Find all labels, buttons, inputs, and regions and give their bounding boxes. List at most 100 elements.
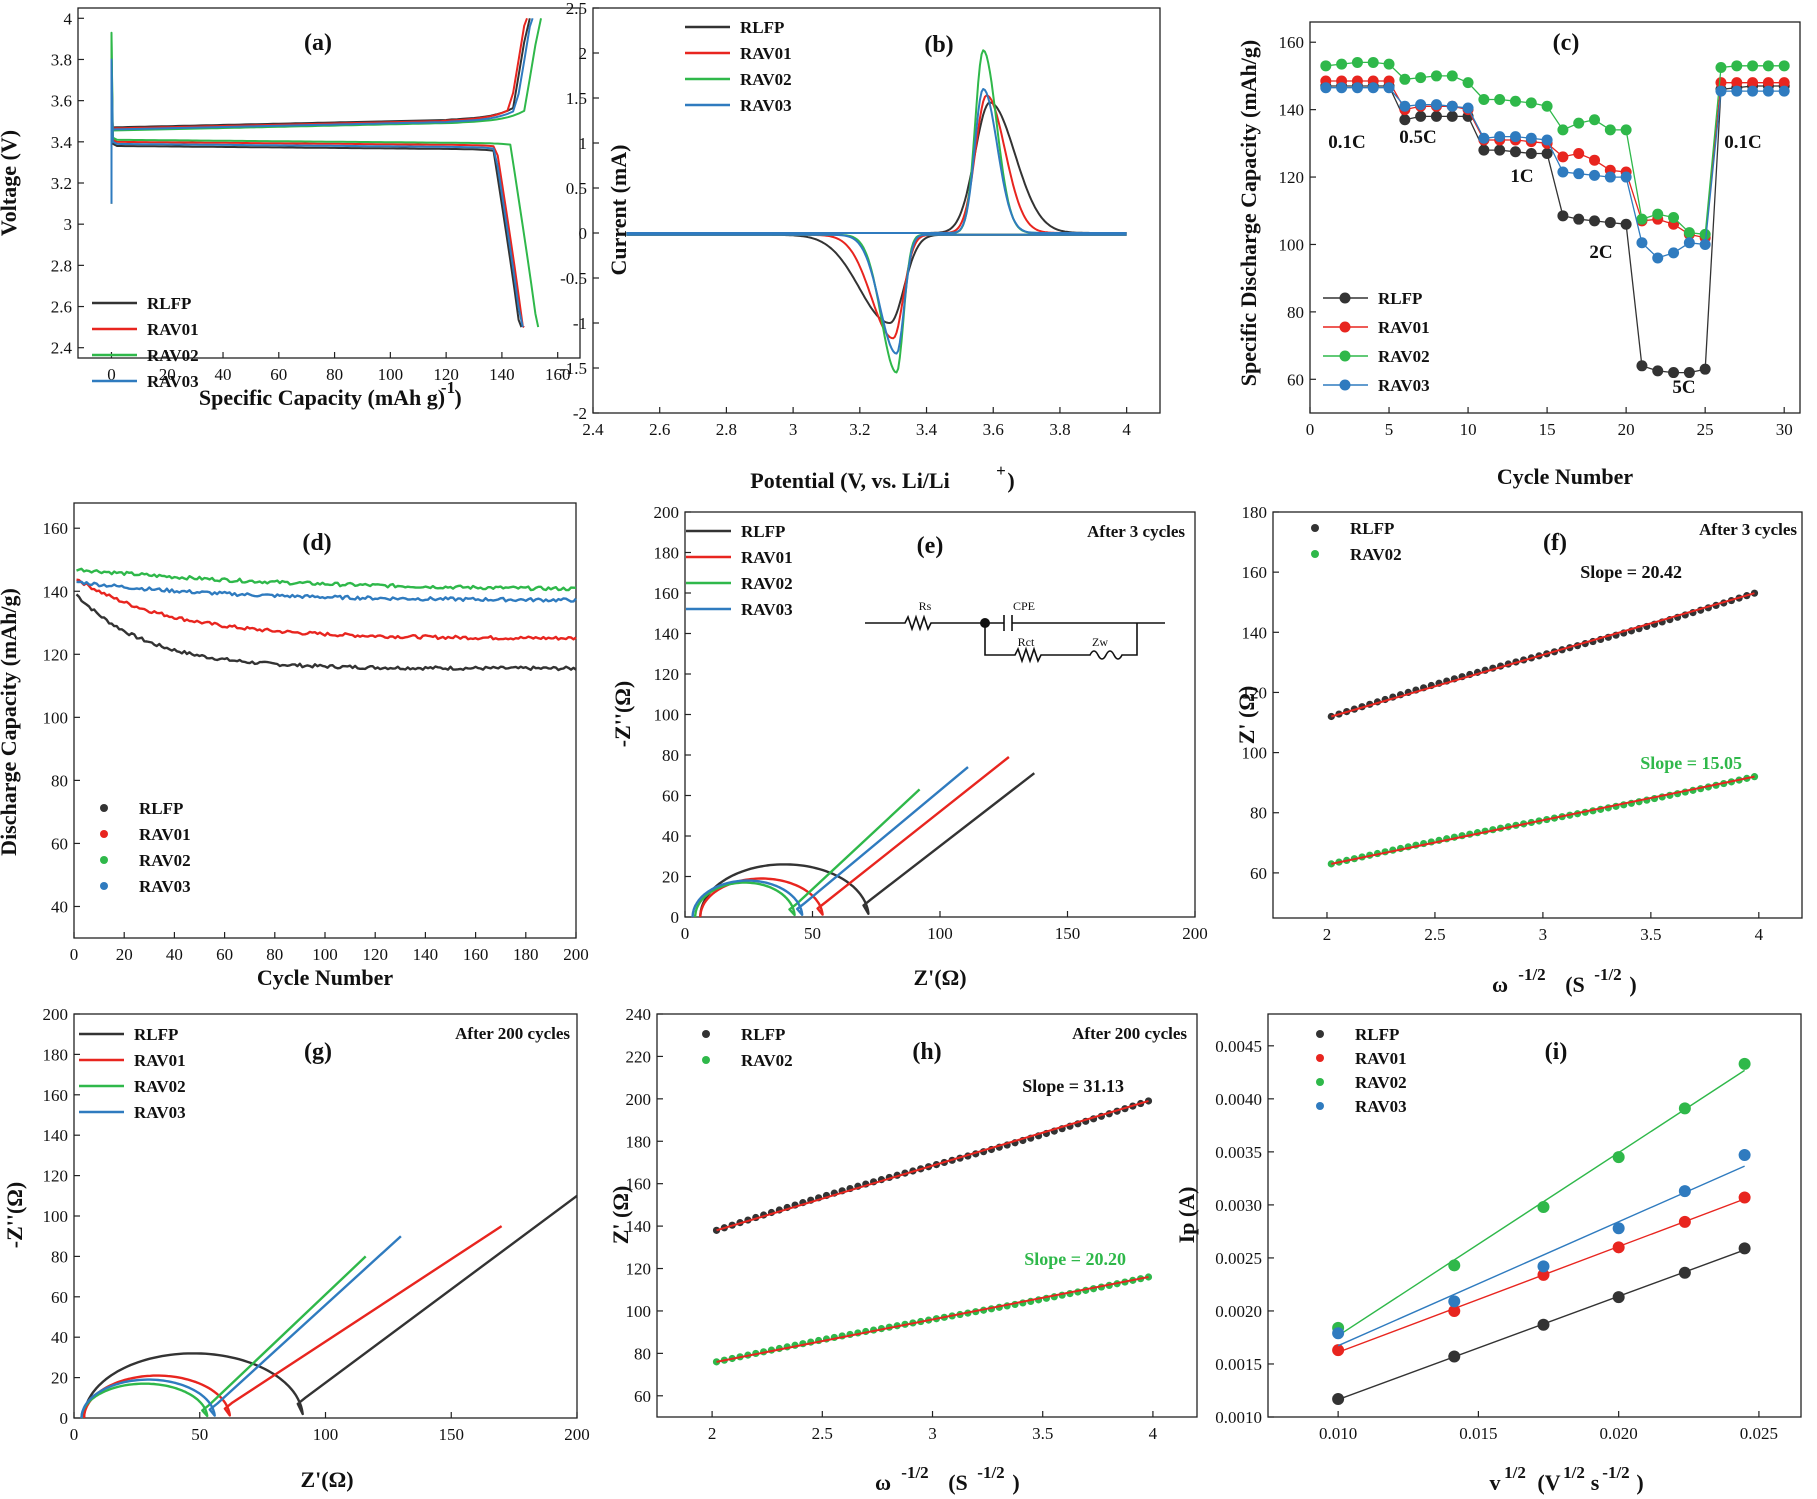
rate-point <box>1541 100 1553 112</box>
x-axis-label: Specific Capacity (mAh g) <box>199 385 445 410</box>
legend-marker <box>100 856 108 864</box>
x-axis-label-close: ) <box>1636 1470 1643 1495</box>
ip-point <box>1332 1327 1345 1340</box>
rate-point <box>1399 100 1411 112</box>
circuit-cpe-label: CPE <box>1013 599 1035 613</box>
rate-point <box>1620 171 1632 183</box>
rate-point <box>1778 77 1790 89</box>
y-tick-label: 60 <box>662 787 679 806</box>
ip-point <box>1448 1259 1461 1272</box>
legend-label: RAV02 <box>1378 347 1430 366</box>
cycle-line <box>76 567 577 592</box>
rate-point <box>1430 99 1442 111</box>
x-tick-label: 140 <box>489 365 515 384</box>
y-tick-label: 80 <box>662 746 679 765</box>
x-tick-label: 0 <box>70 1425 79 1444</box>
y-tick-label: 160 <box>1279 33 1305 52</box>
equivalent-circuit: Rs CPE Rct Zw <box>865 599 1165 664</box>
rate-point <box>1652 252 1664 264</box>
y-tick-label: 120 <box>1279 168 1305 187</box>
warburg-point <box>1327 712 1335 721</box>
x-tick-label: 120 <box>362 945 388 964</box>
ip-point <box>1738 1191 1751 1204</box>
x-tick-label: 100 <box>313 1425 339 1444</box>
legend-label: RAV02 <box>741 1051 793 1070</box>
chart-a: 0 20 40 60 80 100 120 140 160 2.4 2.6 2.8 3 3.2 3.4 3.6… <box>0 7 581 410</box>
warburg-fit-line <box>1331 775 1755 865</box>
x-tick-label: 160 <box>463 945 489 964</box>
x-tick-label: 50 <box>191 1425 208 1444</box>
x-axis-label-sup: -1 <box>441 378 455 397</box>
y-tick-label: 100 <box>43 1207 69 1226</box>
legend-marker <box>1316 1102 1324 1110</box>
legend-label: RLFP <box>740 18 784 37</box>
x-axis-label-close: ) <box>454 385 461 410</box>
y-tick-label: 2 <box>579 44 588 63</box>
x-tick-label: 140 <box>413 945 439 964</box>
x-tick-label: 150 <box>439 1425 465 1444</box>
rate-point <box>1494 94 1506 106</box>
rate-point <box>1683 227 1695 239</box>
x-axis-sup: -1/2 <box>901 1463 928 1482</box>
x-tick-label: 3.5 <box>1640 925 1661 944</box>
legend-label: RAV03 <box>1378 376 1430 395</box>
rate-line <box>1325 80 1785 239</box>
rate-point <box>1462 77 1474 89</box>
panel-note: After 3 cycles <box>1087 522 1185 541</box>
rate-point <box>1747 77 1759 89</box>
rate-point <box>1557 151 1569 163</box>
x-axis-label: Cycle Number <box>257 965 393 990</box>
legend-label: RAV01 <box>741 548 793 567</box>
y-tick-label: 3.2 <box>51 174 72 193</box>
legend-label: RAV02 <box>134 1077 186 1096</box>
ip-point <box>1332 1344 1345 1357</box>
legend-label: RAV01 <box>139 825 191 844</box>
legend-label: RLFP <box>147 294 191 313</box>
rate-point <box>1778 85 1790 97</box>
x-tick-label: 2.8 <box>716 420 737 439</box>
x-axis-sup2: 1/2 <box>1563 1463 1585 1482</box>
x-axis-label-unit: (S <box>948 1470 968 1495</box>
rate-point <box>1668 212 1680 223</box>
y-tick-label: -2 <box>573 404 587 423</box>
rate-point <box>1541 147 1553 159</box>
y-tick-label: 1.5 <box>566 89 587 108</box>
y-tick-label: 100 <box>43 708 69 727</box>
ip-point <box>1332 1392 1345 1405</box>
legend-label: RAV01 <box>1378 318 1430 337</box>
legend-label: RAV02 <box>1355 1073 1407 1092</box>
x-tick-label: 0 <box>107 365 116 384</box>
rate-point <box>1383 58 1395 70</box>
x-tick-label: 0.015 <box>1459 1424 1497 1443</box>
y-tick-label: 0.0045 <box>1215 1037 1262 1056</box>
y-axis-label: Specific Discharge Capacity (mAh/g) <box>1236 40 1261 386</box>
y-tick-label: 140 <box>626 1217 652 1236</box>
x-tick-label: 200 <box>1182 924 1208 943</box>
y-axis-label: -Z''(Ω) <box>2 1182 27 1249</box>
plot-frame <box>1267 1013 1802 1418</box>
rate-label: 0.5C <box>1399 127 1436 148</box>
y-tick-label: 60 <box>1250 864 1267 883</box>
ip-point <box>1738 1057 1751 1070</box>
x-tick-label: 4 <box>1755 925 1764 944</box>
legend-marker <box>1339 379 1351 391</box>
plot-frame <box>1272 511 1803 919</box>
nyquist-curve <box>82 1194 578 1418</box>
rate-point <box>1336 58 1348 70</box>
y-tick-label: 0.0020 <box>1215 1302 1262 1321</box>
x-axis-label-close: ) <box>1012 1470 1019 1495</box>
plot-frame <box>1309 21 1801 414</box>
x-tick-label: 2.4 <box>582 420 604 439</box>
y-tick-label: 20 <box>662 868 679 887</box>
plot-frame <box>592 7 1161 414</box>
rate-point <box>1383 82 1395 94</box>
anodic-curve <box>626 88 1127 234</box>
x-axis-label-unit: (V <box>1537 1470 1560 1495</box>
ip-point <box>1448 1304 1461 1317</box>
chart-i: 0.010 0.015 0.020 0.025 0.0010 0.0015 0.0020 0.… <box>1174 1013 1802 1495</box>
rate-point <box>1494 131 1506 143</box>
y-tick-label: 160 <box>43 519 69 538</box>
plot-frame <box>73 502 577 939</box>
rate-point <box>1699 363 1711 375</box>
rate-point <box>1604 171 1616 183</box>
